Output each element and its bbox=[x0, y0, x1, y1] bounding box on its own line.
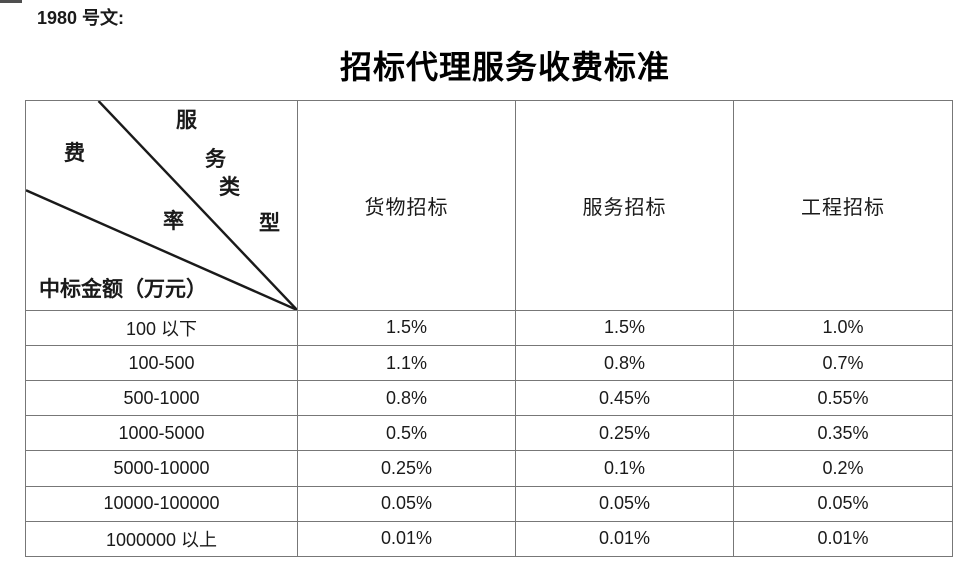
rate-cell: 0.7% bbox=[733, 345, 953, 382]
amount-range-cell: 100 以下 bbox=[25, 309, 298, 347]
corner-label-bid-amount: 中标金额（万元） bbox=[39, 277, 207, 301]
corner-label-service-type-char: 服 bbox=[176, 108, 197, 132]
corner-diagonal-lines-icon bbox=[26, 101, 297, 310]
column-header-goods-bidding: 货物招标 bbox=[297, 100, 516, 311]
rate-cell: 0.8% bbox=[515, 345, 734, 382]
corner-label-fee-rate-char: 费 bbox=[64, 141, 85, 165]
rate-cell: 0.05% bbox=[515, 485, 734, 522]
rate-cell: 0.25% bbox=[515, 415, 734, 452]
amount-range-cell: 5000-10000 bbox=[25, 450, 298, 487]
rate-cell: 0.8% bbox=[297, 380, 516, 417]
table-row: 10000-100000 0.05% 0.05% 0.05% bbox=[25, 485, 953, 522]
rate-cell: 0.5% bbox=[297, 415, 516, 452]
rate-cell: 0.35% bbox=[733, 415, 953, 452]
rate-cell: 1.5% bbox=[515, 309, 734, 347]
amount-range-cell: 1000000 以上 bbox=[25, 520, 298, 558]
table-row: 500-1000 0.8% 0.45% 0.55% bbox=[25, 380, 953, 417]
rate-cell: 0.2% bbox=[733, 450, 953, 487]
rate-cell: 0.01% bbox=[297, 520, 516, 558]
table-row: 1000-5000 0.5% 0.25% 0.35% bbox=[25, 415, 953, 452]
rate-cell: 1.5% bbox=[297, 309, 516, 347]
column-header-works-bidding: 工程招标 bbox=[733, 100, 953, 311]
diagonal-corner-content: 服 务 类 型 费 率 中标金额（万元） bbox=[26, 101, 297, 310]
rate-cell: 0.25% bbox=[297, 450, 516, 487]
diagonal-corner-cell: 服 务 类 型 费 率 中标金额（万元） bbox=[25, 100, 298, 311]
amount-range-cell: 10000-100000 bbox=[25, 485, 298, 522]
screen-edge-artifact bbox=[0, 0, 22, 3]
corner-label-service-type-char: 类 bbox=[219, 175, 240, 199]
amount-range-cell: 100-500 bbox=[25, 345, 298, 382]
rate-cell: 1.0% bbox=[733, 309, 953, 347]
rate-cell: 0.45% bbox=[515, 380, 734, 417]
rate-cell: 0.01% bbox=[733, 520, 953, 558]
table-row: 1000000 以上 0.01% 0.01% 0.01% bbox=[25, 520, 953, 558]
page-title: 招标代理服务收费标准 bbox=[339, 49, 670, 85]
corner-label-fee-rate-char: 率 bbox=[163, 209, 184, 233]
corner-label-service-type-char: 务 bbox=[205, 147, 226, 171]
rate-cell: 0.01% bbox=[515, 520, 734, 558]
table-row: 100-500 1.1% 0.8% 0.7% bbox=[25, 345, 953, 382]
rate-cell: 0.05% bbox=[297, 485, 516, 522]
column-header-service-bidding: 服务招标 bbox=[515, 100, 734, 311]
rate-cell: 0.05% bbox=[733, 485, 953, 522]
rate-cell: 1.1% bbox=[297, 345, 516, 382]
fee-standard-table: 服 务 类 型 费 率 中标金额（万元） 货物招标 服务招标 工程招标 100 … bbox=[25, 100, 953, 558]
corner-label-service-type-char: 型 bbox=[259, 211, 280, 235]
document-reference: 1980 号文: bbox=[37, 8, 125, 28]
amount-range-cell: 1000-5000 bbox=[25, 415, 298, 452]
rate-cell: 0.1% bbox=[515, 450, 734, 487]
rate-cell: 0.55% bbox=[733, 380, 953, 417]
table-header-row: 服 务 类 型 费 率 中标金额（万元） 货物招标 服务招标 工程招标 bbox=[25, 100, 953, 311]
table-row: 100 以下 1.5% 1.5% 1.0% bbox=[25, 309, 953, 347]
amount-range-cell: 500-1000 bbox=[25, 380, 298, 417]
table-row: 5000-10000 0.25% 0.1% 0.2% bbox=[25, 450, 953, 487]
